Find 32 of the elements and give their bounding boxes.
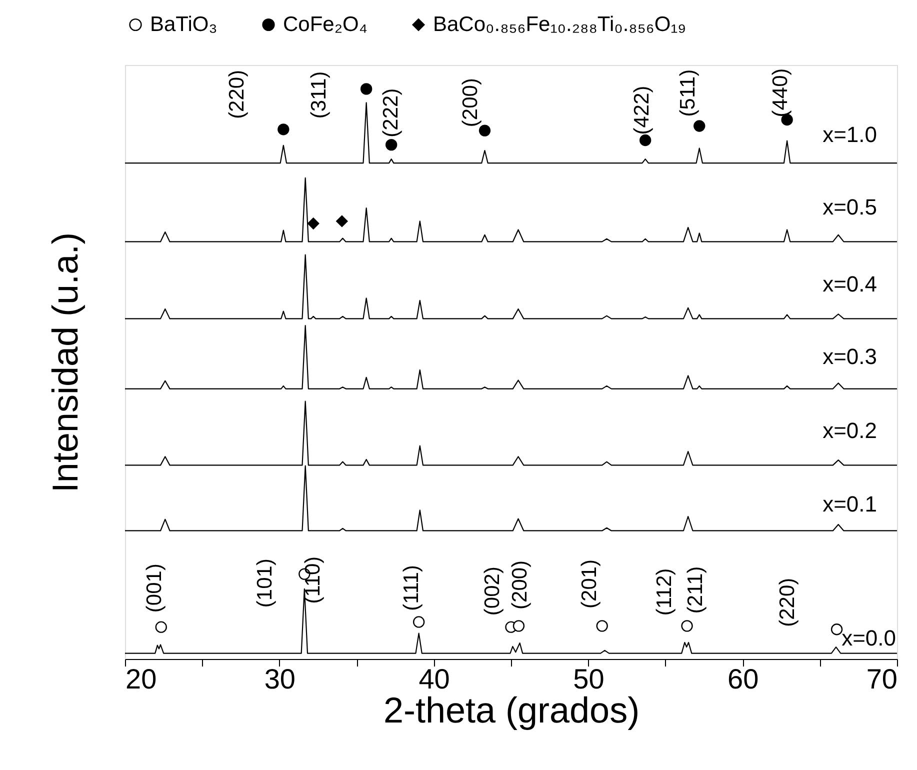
legend-label: BaCo₀.₈₅₆Fe₁₀.₂₈₈Ti₀.₈₅₆O₁₉ [433,12,686,36]
x-tick-label: 30 [264,664,296,694]
annotation: (002) [481,566,504,616]
annotation: (200) [508,560,532,610]
annotation: (201) [578,559,602,608]
annotation: (422) [630,86,654,135]
series-label: x=1.0 [822,122,877,148]
series-label: x=0.1 [822,492,877,517]
annotation: (101) [253,558,276,608]
series-label: x=0.0 [842,625,896,650]
annotation: (111) [400,564,423,611]
legend-label: CoFe₂O₄ [283,12,368,36]
x-tick-label: 20 [126,664,157,694]
series-label: x=0.5 [822,194,877,220]
annotation: (220) [225,70,248,119]
annotation: (001) [143,564,166,613]
series-label: x=0.3 [822,344,877,369]
y-axis-title: Intensidad (u.a.) [44,232,86,493]
annotation: (311) [307,71,330,119]
annotation: (511) [676,69,700,117]
series-label: x=0.2 [822,418,877,444]
annotation: (110) [301,556,324,604]
annotation: (440) [769,68,792,118]
series-label: x=0.4 [822,272,877,297]
annotation: (112) [653,568,676,616]
annotation: (211) [684,566,708,614]
annotation: (220) [776,578,799,627]
legend-label: BaTiO₃ [150,12,218,36]
annotation: (200) [458,78,482,128]
x-tick-label: 70 [866,664,898,694]
x-tick-label: 60 [728,664,759,694]
annotation: (222) [379,88,402,138]
